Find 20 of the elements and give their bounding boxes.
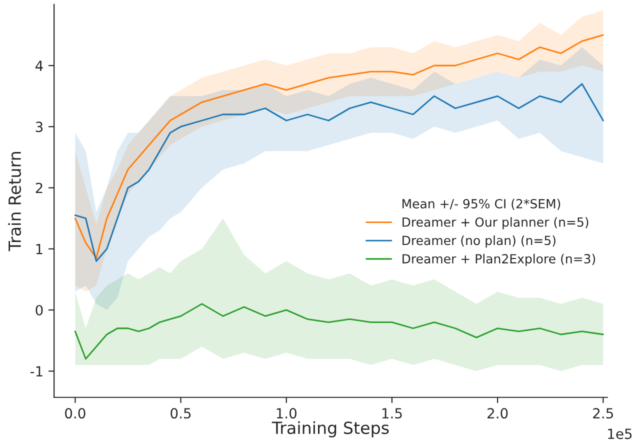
y-axis-title: Train Return — [8, 152, 22, 252]
text: 1e5 — [608, 428, 632, 440]
y-tick-label: 1 — [36, 244, 42, 254]
x-tick-label: 1.5 — [382, 408, 402, 419]
x-tick-label: 0.5 — [170, 408, 191, 419]
y-tick-label: 2 — [36, 182, 42, 194]
legend-label: Dreamer (no plan) (n=5) — [402, 235, 556, 248]
legend-label: Dreamer + Plan2Explore (n=3) — [402, 254, 596, 266]
y-tick-label: 0 — [36, 304, 43, 316]
y-tick-label: 4 — [35, 60, 43, 71]
x-tick-label: 2.5 — [593, 408, 613, 419]
x-axis-title: Training Steps — [272, 421, 389, 438]
y-tick-label: 3 — [36, 122, 43, 132]
x-tick-label: 1.0 — [276, 408, 296, 419]
legend-label: Dreamer + Our planner (n=5) — [402, 217, 588, 230]
y-tick-label: -1 — [30, 366, 42, 376]
x-tick-label: 2.0 — [488, 408, 508, 419]
line-series — [74, 303, 604, 360]
x-tick-label: 0.0 — [65, 408, 86, 419]
legend-title: Mean +/- 95% CI (2*SEM) — [402, 198, 560, 210]
